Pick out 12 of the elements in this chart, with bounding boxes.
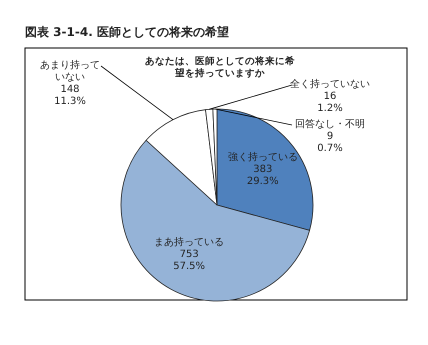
data-label: 148 11.3% bbox=[53, 84, 87, 108]
slice-label: まあ持っている bbox=[153, 237, 226, 250]
data-label: 383 29.3% bbox=[246, 164, 280, 188]
chart-title: 図表 3-1-4. 医師としての将来の希望 bbox=[25, 25, 230, 39]
slice-label: あまり持っていない bbox=[39, 60, 101, 84]
slice-label: 強く持っている bbox=[226, 152, 299, 164]
slice-label: 回答なし・不明 bbox=[294, 119, 366, 131]
data-label: 16 1.2% bbox=[316, 91, 344, 115]
data-label: 9 0.7% bbox=[316, 131, 344, 155]
chart-subtitle: あなたは、医師としての将来に希望を持っていますか bbox=[145, 56, 295, 79]
slice-label: 全く持っていない bbox=[290, 79, 370, 91]
data-label: 753 57.5% bbox=[172, 249, 206, 274]
